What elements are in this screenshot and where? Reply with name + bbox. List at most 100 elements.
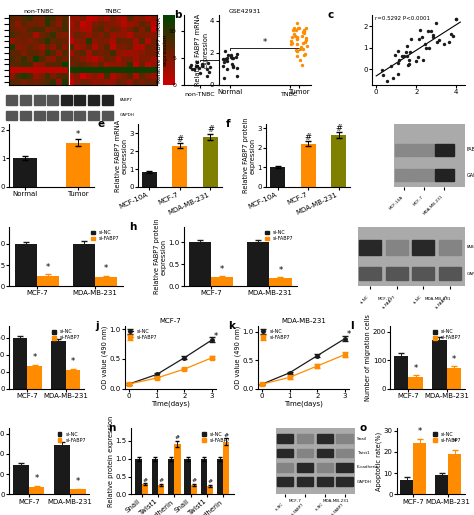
Y-axis label: OD value (490 nm): OD value (490 nm): [101, 325, 108, 389]
Bar: [297, 477, 313, 486]
Bar: [439, 267, 461, 280]
Bar: [395, 169, 414, 181]
Bar: [435, 144, 454, 156]
Bar: [158, 485, 164, 494]
Point: [299, 39, 307, 47]
Point: [296, 45, 304, 53]
Bar: [317, 477, 333, 486]
Text: *: *: [104, 264, 109, 273]
Point: [389, 74, 396, 82]
Bar: [207, 486, 213, 494]
Legend: si-NC, si-FABP7: si-NC, si-FABP7: [264, 229, 294, 242]
Y-axis label: Relative protein expression: Relative protein expression: [108, 416, 114, 507]
Bar: [51, 341, 65, 389]
Bar: [435, 169, 454, 181]
Point: [450, 31, 457, 40]
Point: [221, 55, 228, 63]
Bar: [66, 143, 90, 187]
Text: *: *: [278, 266, 283, 274]
Point: [291, 32, 298, 40]
Text: *: *: [33, 353, 37, 362]
Bar: [394, 356, 409, 389]
Point: [230, 63, 237, 71]
Point: [452, 15, 460, 24]
Point: [405, 60, 413, 68]
Bar: [201, 459, 207, 494]
Point: [379, 71, 386, 79]
Point: [219, 61, 227, 70]
Point: [298, 43, 305, 51]
Bar: [386, 239, 408, 254]
Text: h: h: [129, 222, 137, 232]
Point: [412, 57, 420, 65]
Text: j: j: [96, 321, 99, 331]
X-axis label: Time(days): Time(days): [284, 400, 323, 407]
Point: [287, 38, 294, 46]
Point: [229, 62, 237, 70]
Point: [290, 24, 297, 32]
Point: [301, 26, 308, 34]
Bar: [70, 489, 86, 494]
Text: FABP7: FABP7: [466, 147, 474, 152]
Bar: [174, 444, 181, 494]
Point: [292, 45, 300, 54]
Point: [432, 19, 440, 27]
Point: [421, 40, 428, 48]
Text: #: #: [191, 478, 196, 483]
Point: [221, 46, 228, 55]
Point: [224, 50, 231, 59]
Bar: [331, 135, 346, 187]
Point: [394, 47, 402, 55]
Bar: [415, 169, 434, 181]
Point: [405, 56, 413, 64]
Bar: [413, 443, 427, 494]
Bar: [184, 459, 191, 494]
Point: [299, 27, 307, 36]
Point: [383, 77, 391, 85]
Bar: [168, 459, 174, 494]
X-axis label: Time(days): Time(days): [151, 400, 190, 407]
Text: *: *: [71, 357, 75, 366]
Bar: [276, 477, 293, 486]
Bar: [276, 434, 293, 443]
Point: [233, 63, 240, 72]
Bar: [409, 377, 423, 389]
Bar: [136, 459, 142, 494]
Point: [406, 48, 413, 56]
Bar: [211, 278, 233, 286]
Text: c: c: [328, 10, 334, 20]
Point: [392, 50, 399, 59]
Bar: [189, 242, 211, 286]
Bar: [297, 449, 313, 457]
Point: [234, 72, 241, 80]
Text: k: k: [228, 321, 236, 331]
Bar: [152, 459, 158, 494]
Bar: [439, 239, 461, 254]
Point: [427, 27, 435, 35]
Text: *: *: [452, 355, 456, 364]
Text: *: *: [262, 39, 266, 47]
Legend: si-NC, si-FABP7: si-NC, si-FABP7: [201, 431, 232, 444]
Bar: [13, 465, 29, 494]
Title: MDA-MB-231: MDA-MB-231: [281, 318, 326, 324]
Bar: [435, 475, 448, 494]
Bar: [269, 279, 292, 286]
Point: [302, 24, 310, 32]
Point: [447, 30, 455, 38]
Point: [233, 53, 240, 61]
Text: f: f: [226, 119, 230, 129]
Point: [224, 57, 231, 65]
Point: [418, 32, 426, 41]
Text: GAPDH: GAPDH: [466, 173, 474, 178]
Point: [288, 33, 296, 41]
Bar: [65, 370, 80, 389]
Point: [293, 47, 301, 56]
Point: [387, 61, 394, 70]
Point: [233, 50, 241, 58]
Bar: [276, 463, 293, 472]
Point: [422, 44, 429, 52]
Bar: [400, 479, 413, 494]
Point: [398, 52, 406, 60]
Bar: [73, 244, 95, 286]
Text: *: *: [346, 331, 351, 339]
